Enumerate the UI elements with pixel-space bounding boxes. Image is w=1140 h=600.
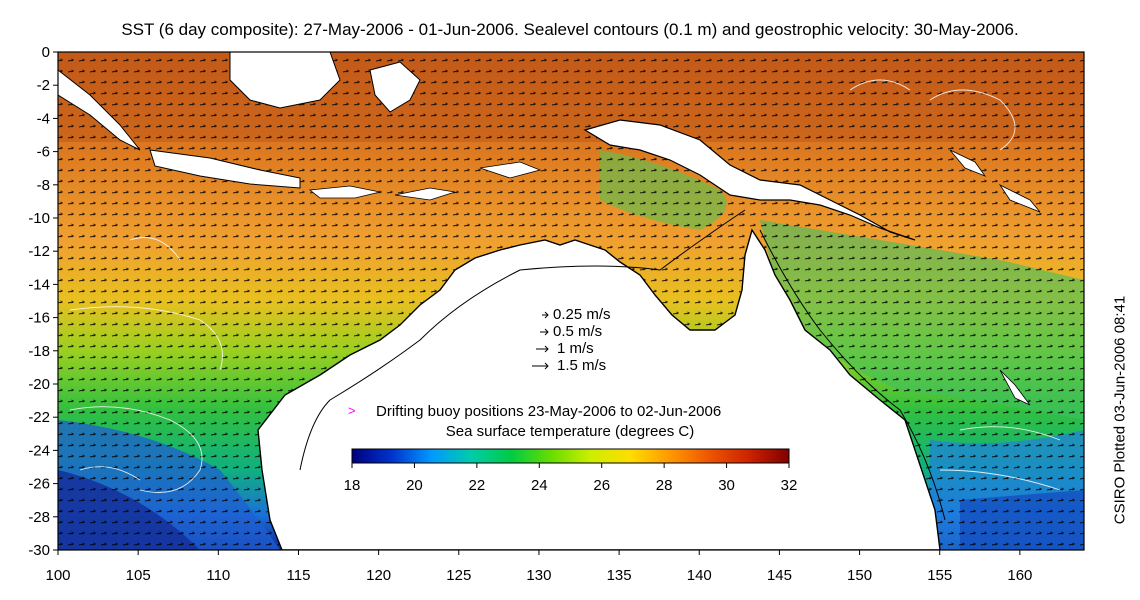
colorbar-tick-label: 32	[781, 477, 798, 494]
velocity-legend: 0.25 m/s0.5 m/s1 m/s1.5 m/s	[532, 306, 611, 374]
colorbar-tick-label: 20	[406, 477, 423, 494]
x-tick-label: 160	[1007, 567, 1032, 584]
y-tick-label: -14	[28, 276, 50, 293]
buoy-legend-label: Drifting buoy positions 23-May-2006 to 0…	[376, 403, 721, 420]
colorbar-ticks: 18 20 22 24 26 28 30 32	[344, 463, 798, 494]
y-tick-label: -16	[28, 310, 50, 327]
x-tick-label: 150	[847, 567, 872, 584]
x-axis: 100 105 110 115 120 125 130 135 140 145 150 155 160	[45, 550, 1032, 584]
y-tick-label: -6	[37, 144, 50, 161]
x-tick-label: 100	[45, 567, 70, 584]
y-tick-label: -18	[28, 343, 50, 360]
y-tick-label: -12	[28, 243, 50, 260]
sulawesi-landmass	[369, 61, 421, 113]
y-tick-label: -24	[28, 442, 50, 459]
new-guinea-landmass	[583, 119, 916, 241]
buoy-legend: > Drifting buoy positions 23-May-2006 to…	[348, 403, 721, 420]
y-tick-label: -30	[28, 542, 50, 559]
colorbar-tick-label: 26	[593, 477, 610, 494]
colorbar-tick-label: 30	[718, 477, 735, 494]
y-tick-label: -8	[37, 177, 50, 194]
y-tick-label: -20	[28, 376, 50, 393]
colorbar-tick-label: 18	[344, 477, 361, 494]
y-tick-label: -28	[28, 509, 50, 526]
velocity-legend-label: 0.25 m/s	[553, 306, 611, 323]
buoy-legend-marker: >	[348, 403, 356, 418]
colorbar-tick-label: 28	[656, 477, 673, 494]
australia-landmass	[257, 228, 941, 550]
velocity-legend-arrowhead	[544, 311, 549, 319]
x-tick-label: 105	[126, 567, 151, 584]
y-tick-label: 0	[42, 44, 50, 61]
x-tick-label: 140	[687, 567, 712, 584]
y-tick-label: -10	[28, 210, 50, 227]
x-tick-label: 155	[927, 567, 952, 584]
velocity-legend-label: 0.5 m/s	[553, 323, 602, 340]
java-landmass	[149, 149, 301, 189]
sumatra-landmass	[58, 69, 141, 151]
colorbar: Sea surface temperature (degrees C) 18 20…	[344, 423, 798, 494]
velocity-legend-arrowhead	[544, 345, 549, 353]
x-tick-label: 125	[446, 567, 471, 584]
y-tick-label: -2	[37, 77, 50, 94]
colorbar-tick-label: 24	[531, 477, 548, 494]
colorbar-ramp	[351, 448, 790, 464]
map-title: SST (6 day composite): 27-May-2006 - 01-…	[121, 20, 1019, 39]
x-tick-label: 120	[366, 567, 391, 584]
x-tick-label: 135	[607, 567, 632, 584]
velocity-legend-arrowhead	[544, 362, 549, 370]
colorbar-tick-label: 22	[469, 477, 486, 494]
y-tick-label: -26	[28, 476, 50, 493]
plot-frame	[57, 51, 1085, 551]
y-tick-label: -22	[28, 409, 50, 426]
borneo-landmass	[229, 52, 341, 109]
velocity-legend-arrowhead	[544, 328, 549, 336]
velocity-legend-label: 1 m/s	[557, 340, 594, 357]
y-axis: 0 -2 -4 -6 -8 -10 -12 -14 -16 -18 -20 -22 -24 -26 -28 -…	[28, 44, 58, 559]
x-tick-label: 110	[206, 567, 230, 584]
x-tick-label: 130	[526, 567, 551, 584]
velocity-legend-label: 1.5 m/s	[557, 357, 606, 374]
x-tick-label: 115	[287, 567, 311, 584]
y-tick-label: -4	[37, 110, 50, 127]
x-tick-label: 145	[767, 567, 792, 584]
colorbar-title: Sea surface temperature (degrees C)	[446, 423, 694, 440]
